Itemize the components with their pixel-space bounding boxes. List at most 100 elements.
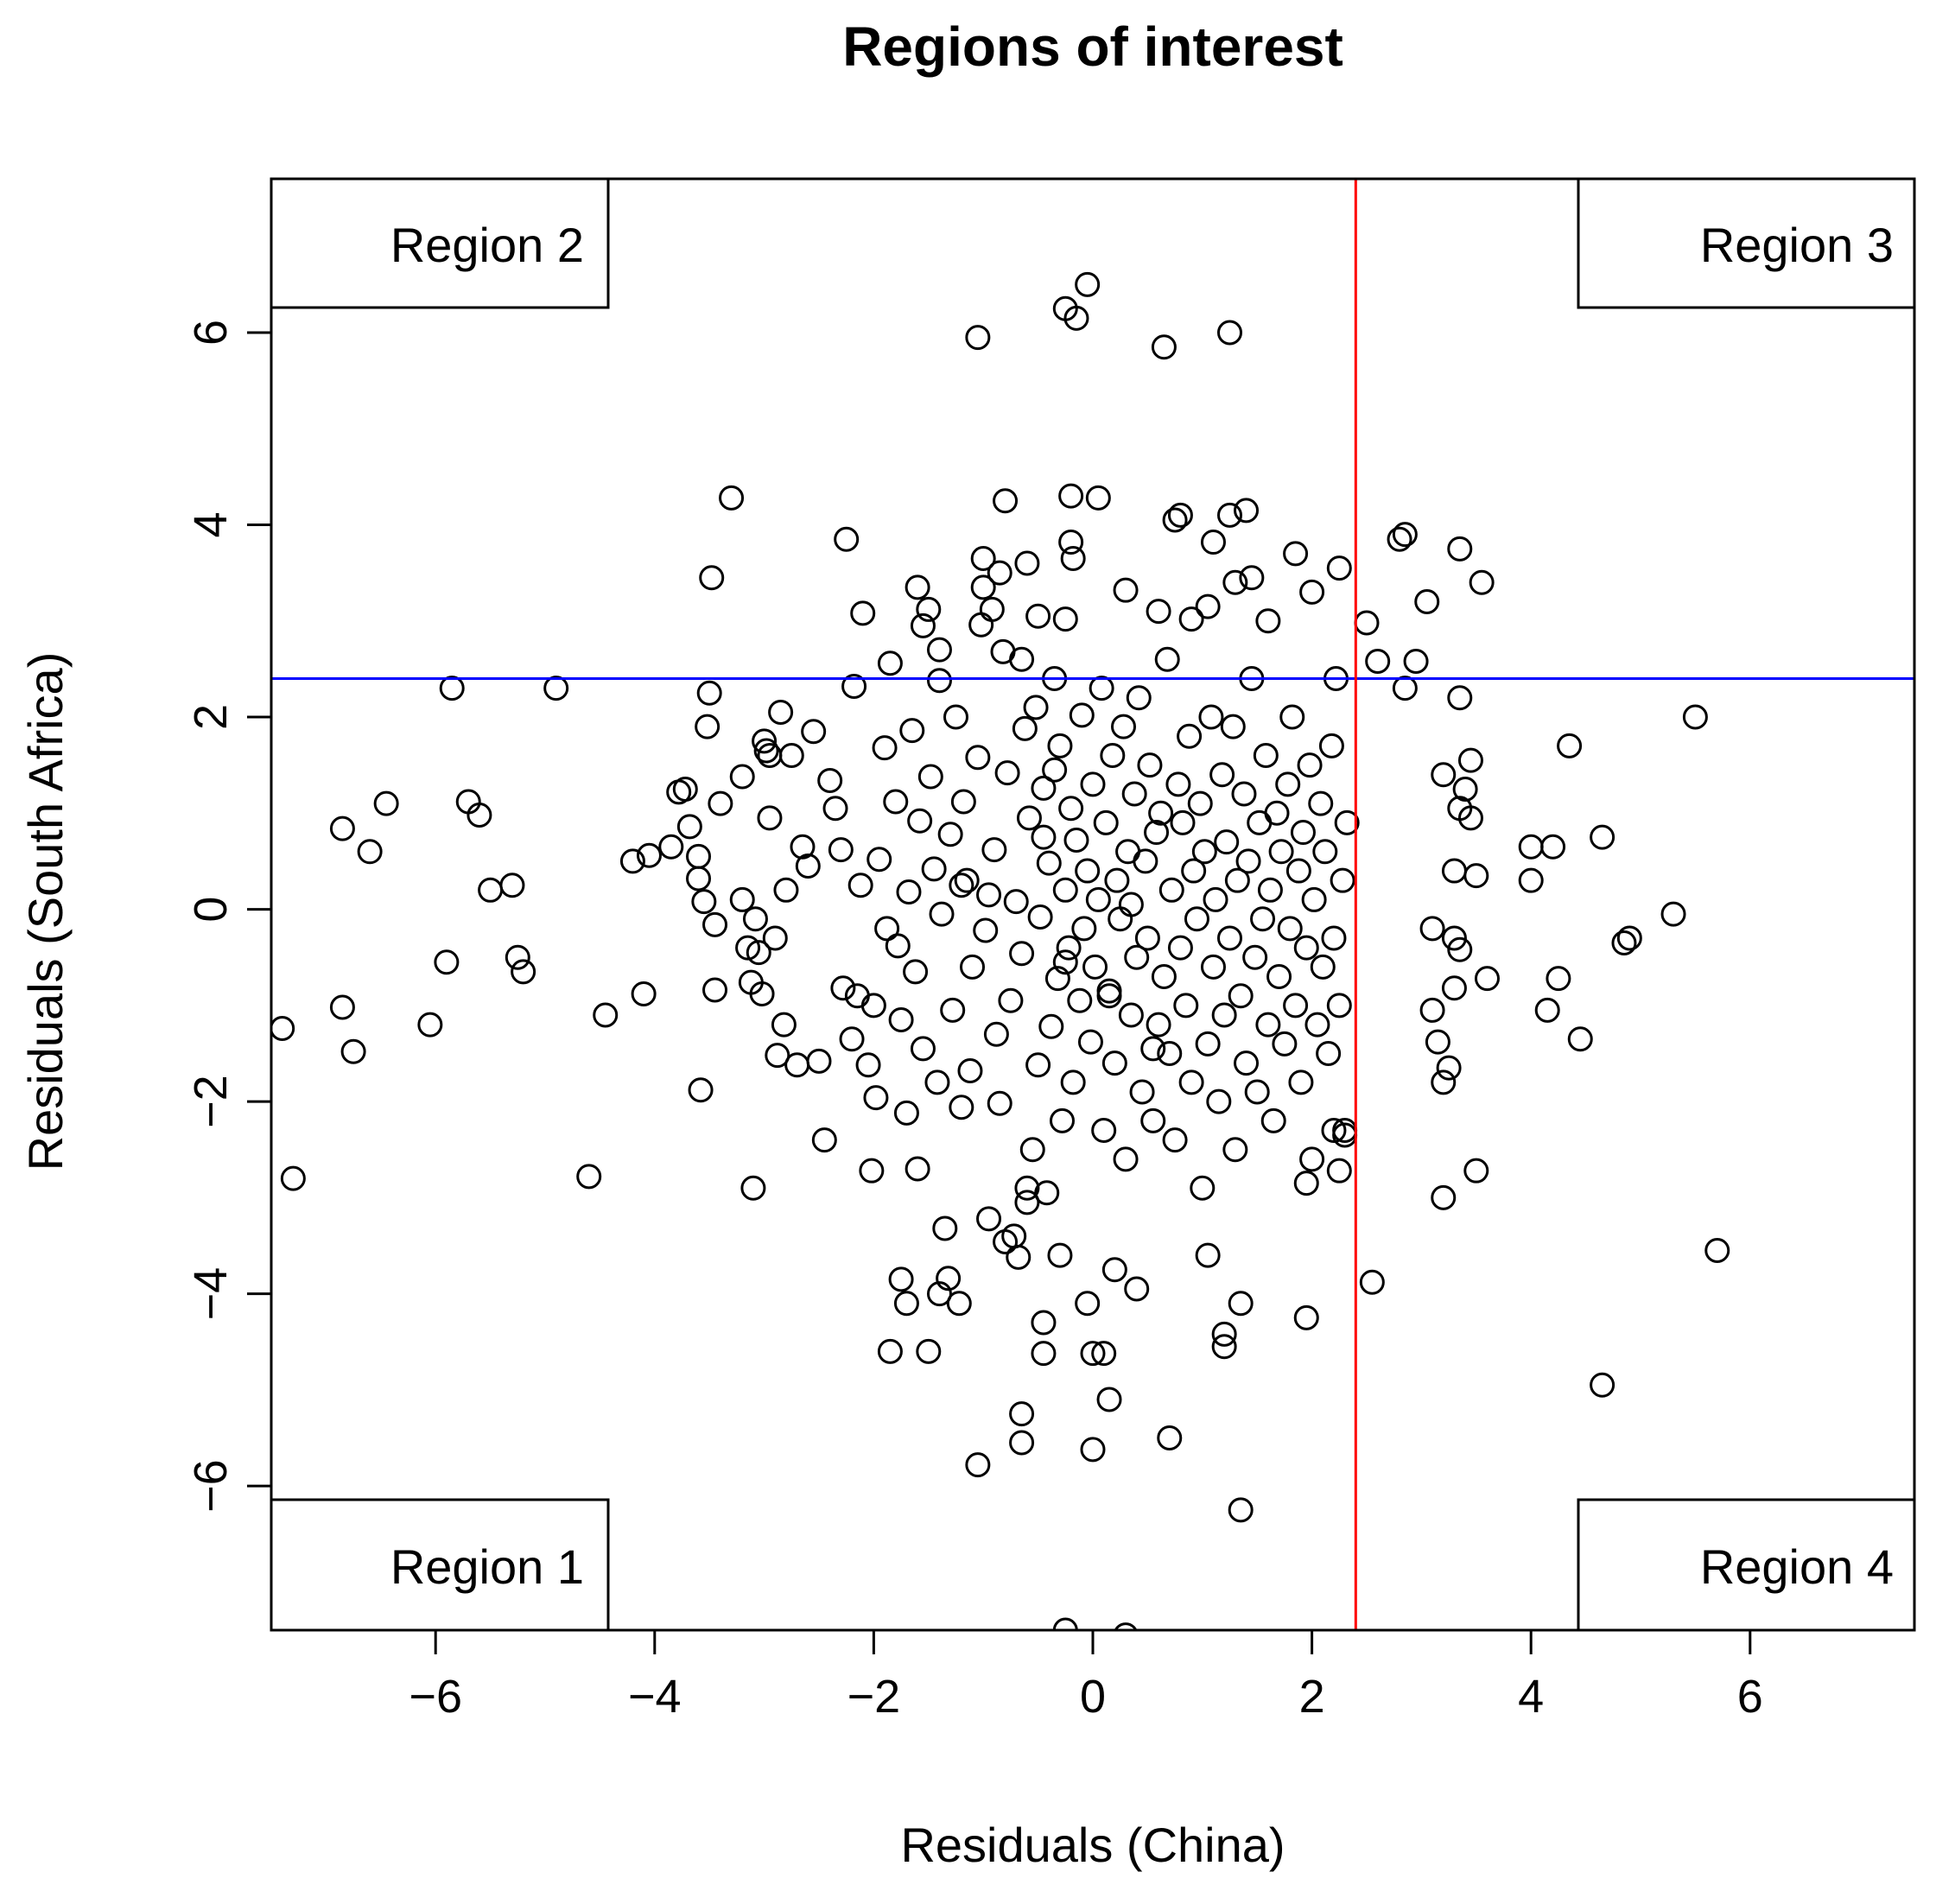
data-point [1031, 1310, 1057, 1336]
data-point [1611, 930, 1637, 956]
data-point [729, 764, 755, 790]
data-point [1242, 944, 1268, 970]
data-point [1071, 916, 1097, 942]
data-point [753, 738, 779, 764]
data-point [1075, 271, 1101, 297]
data-point [916, 596, 942, 622]
data-point [1157, 1425, 1183, 1450]
data-point [790, 834, 816, 860]
data-point [874, 916, 900, 942]
data-point [1003, 889, 1029, 915]
data-point [1198, 704, 1224, 730]
data-point [1318, 733, 1344, 758]
data-point [983, 1021, 1009, 1047]
data-point [834, 526, 860, 552]
data-point [676, 814, 702, 840]
data-point [888, 1007, 914, 1033]
data-point [1031, 775, 1057, 801]
data-point [1431, 1069, 1457, 1095]
data-point [1113, 1146, 1139, 1172]
data-point [1025, 1052, 1051, 1078]
x-tick-label: −6 [409, 1671, 462, 1723]
data-point [1044, 966, 1070, 992]
data-point [1080, 1437, 1106, 1463]
data-point [778, 743, 804, 769]
data-point [1167, 935, 1193, 961]
data-point [1299, 579, 1325, 605]
data-point [1590, 824, 1615, 850]
data-point [1293, 1171, 1319, 1196]
y-axis-label: Residuals (South Africa) [18, 652, 73, 1171]
data-point [855, 1052, 881, 1078]
data-point [1060, 545, 1086, 571]
data-point [1293, 935, 1319, 961]
data-point [1255, 1012, 1281, 1038]
data-point [1104, 867, 1130, 893]
data-point [1299, 1146, 1325, 1172]
data-point [1101, 1050, 1127, 1076]
data-point [841, 673, 867, 699]
data-point [1146, 1012, 1171, 1038]
data-point [1321, 1117, 1347, 1143]
data-point [1220, 714, 1246, 739]
data-point [1419, 916, 1445, 942]
data-point [1195, 1242, 1221, 1268]
data-point [1211, 1002, 1237, 1028]
data-point [1217, 502, 1242, 528]
data-point [817, 767, 843, 793]
data-point [1111, 714, 1137, 739]
data-point [1326, 1158, 1352, 1184]
x-tick-label: 6 [1737, 1671, 1763, 1723]
data-point [866, 847, 892, 873]
data-point [686, 866, 712, 892]
data-point [1162, 1127, 1188, 1153]
data-point [1392, 676, 1418, 701]
data-point [1140, 1107, 1166, 1133]
data-point [943, 704, 968, 730]
data-point [921, 856, 947, 882]
data-point [1234, 1050, 1260, 1076]
data-point [863, 1085, 889, 1111]
data-point [1290, 820, 1316, 846]
data-point [1312, 839, 1338, 865]
data-point [708, 790, 733, 816]
data-point [1154, 646, 1180, 672]
data-point [976, 882, 1002, 908]
data-point [280, 1165, 306, 1191]
data-point [1096, 978, 1122, 1004]
data-point [1463, 863, 1489, 889]
region-1-box: Region 1 [270, 1498, 610, 1632]
data-point [768, 699, 794, 725]
data-point [1170, 809, 1196, 835]
data-point [1077, 1029, 1103, 1055]
data-point [1031, 824, 1057, 850]
data-point [1181, 858, 1207, 884]
data-point [1255, 608, 1281, 634]
data-point [1121, 781, 1147, 807]
data-point [1080, 1341, 1106, 1367]
data-point [1058, 483, 1084, 509]
data-point [973, 917, 999, 943]
y-tick-label: −4 [185, 1267, 237, 1321]
data-point [467, 803, 492, 828]
data-point [1457, 747, 1483, 773]
data-point [702, 977, 728, 1003]
data-point [1091, 1117, 1117, 1143]
data-point [1308, 790, 1334, 816]
data-point [987, 1090, 1012, 1116]
data-point [1211, 1334, 1237, 1360]
data-point [883, 789, 909, 815]
data-point [1173, 993, 1199, 1019]
data-point [822, 796, 848, 822]
data-point [1191, 839, 1217, 865]
data-point [1148, 800, 1174, 826]
data-point [1118, 892, 1144, 917]
data-point [1235, 848, 1261, 874]
data-point [1425, 1029, 1450, 1055]
data-point [1096, 983, 1122, 1009]
data-point [1014, 550, 1040, 576]
data-point [859, 1158, 885, 1184]
data-point [1247, 809, 1273, 835]
data-point [1214, 829, 1240, 855]
data-point [1222, 1137, 1248, 1163]
